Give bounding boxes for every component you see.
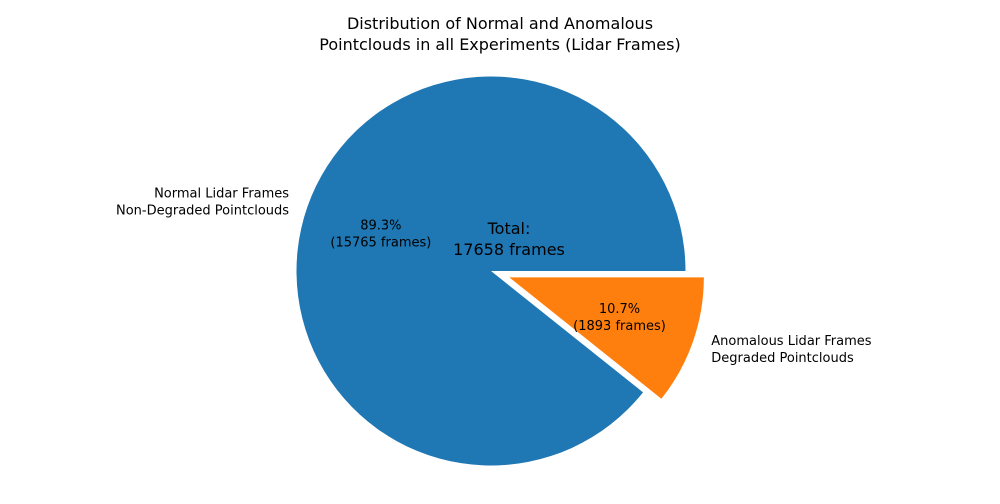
chart-title-line-1: Distribution of Normal and Anomalous <box>347 14 653 33</box>
center-total-line-2: 17658 frames <box>453 240 565 259</box>
slice-count-label: (1893 frames) <box>573 319 666 334</box>
slice-label: Normal Lidar Frames <box>154 186 289 201</box>
chart-title-line-2: Pointclouds in all Experiments (Lidar Fr… <box>319 35 680 54</box>
slice-label: Degraded Pointclouds <box>711 351 854 366</box>
slice-count-label: (15765 frames) <box>330 235 431 250</box>
pie-slice-0 <box>296 76 686 466</box>
slice-label: Anomalous Lidar Frames <box>711 334 871 349</box>
pie-slice-1 <box>509 277 704 399</box>
slice-percent-label: 10.7% <box>599 302 640 317</box>
center-total-line-1: Total: <box>487 219 531 238</box>
slice-percent-label: 89.3% <box>360 218 401 233</box>
slice-label: Non-Degraded Pointclouds <box>116 203 289 218</box>
